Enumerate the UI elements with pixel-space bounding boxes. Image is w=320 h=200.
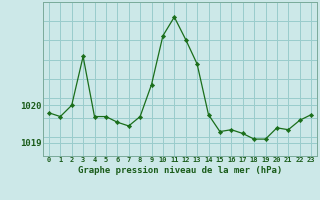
X-axis label: Graphe pression niveau de la mer (hPa): Graphe pression niveau de la mer (hPa): [78, 166, 282, 175]
